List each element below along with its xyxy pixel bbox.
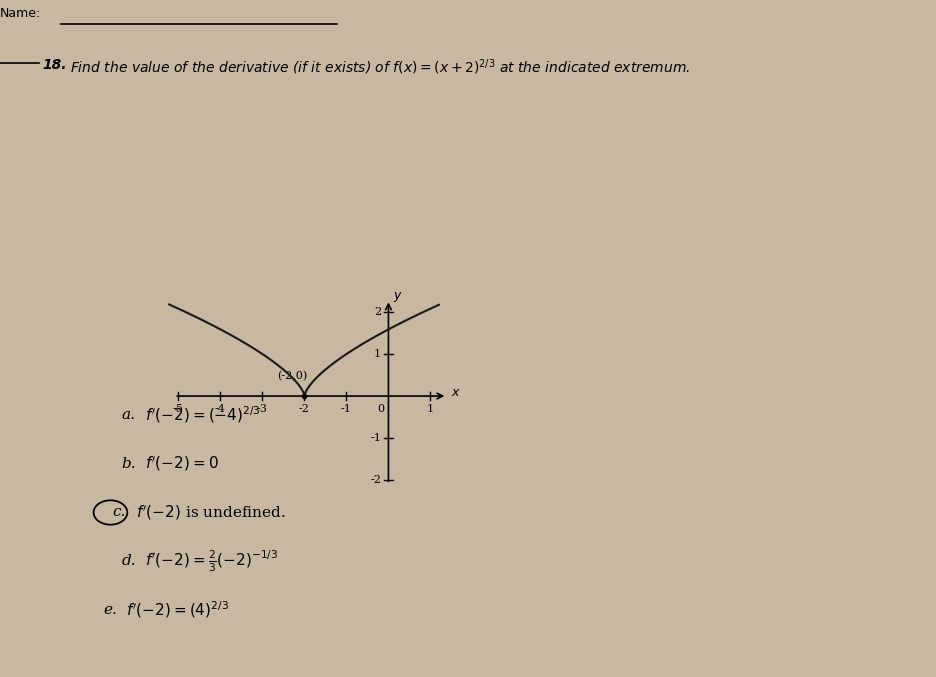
Text: $f'(-2) = (4)^{2/3}$: $f'(-2) = (4)^{2/3}$ (126, 600, 229, 620)
Text: -1: -1 (370, 433, 381, 443)
Text: a.: a. (122, 408, 136, 422)
Text: -5: -5 (173, 404, 183, 414)
Text: 2: 2 (373, 307, 381, 317)
Text: (-2,0): (-2,0) (277, 371, 307, 381)
Text: c.: c. (112, 506, 125, 519)
Text: $x$: $x$ (451, 386, 461, 399)
Text: -4: -4 (215, 404, 226, 414)
Text: Find the value of the derivative (if it exists) of $f(x) = (x +2)^{2/3}$ at the : Find the value of the derivative (if it … (70, 58, 691, 77)
Text: Name:: Name: (0, 7, 41, 20)
Text: -2: -2 (299, 404, 310, 414)
Text: $f'(-2)$ is undefined.: $f'(-2)$ is undefined. (136, 503, 285, 522)
Text: -2: -2 (370, 475, 381, 485)
Text: e.: e. (103, 603, 117, 617)
Text: 1: 1 (427, 404, 434, 414)
Text: $f'(-2) = \frac{2}{3}(-2)^{-1/3}$: $f'(-2) = \frac{2}{3}(-2)^{-1/3}$ (145, 548, 279, 574)
Text: $f'(-2) = 0$: $f'(-2) = 0$ (145, 454, 219, 473)
Text: $f'(-2) = (-4)^{2/3}$: $f'(-2) = (-4)^{2/3}$ (145, 405, 261, 425)
Text: -1: -1 (341, 404, 352, 414)
Text: 0: 0 (377, 404, 385, 414)
Text: b.: b. (122, 457, 137, 471)
Text: $y$: $y$ (393, 290, 403, 305)
Text: 18.: 18. (42, 58, 66, 72)
Text: 1: 1 (373, 349, 381, 359)
Text: d.: d. (122, 554, 137, 568)
Text: -3: -3 (257, 404, 268, 414)
